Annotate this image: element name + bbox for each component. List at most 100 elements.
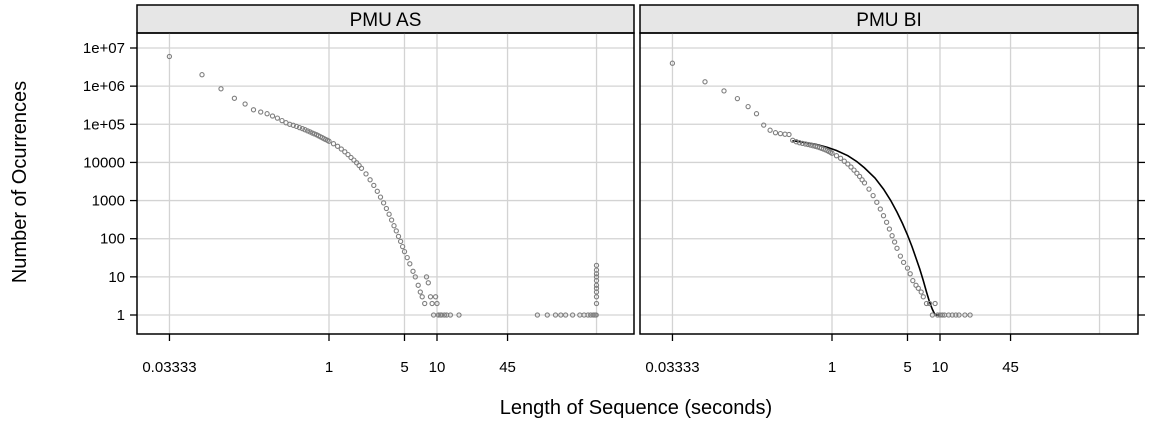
panel-frame — [136, 32, 635, 335]
data-point — [417, 289, 423, 295]
data-point — [861, 180, 868, 186]
data-point — [669, 60, 676, 66]
data-point — [348, 154, 354, 161]
data-point — [438, 312, 445, 318]
plot-area — [640, 33, 1138, 334]
data-point — [432, 294, 439, 300]
data-point — [777, 130, 784, 137]
data-point — [422, 300, 428, 307]
data-point — [593, 285, 600, 291]
data-point — [799, 140, 806, 147]
x-tick-label: 10 — [932, 359, 949, 376]
data-point — [166, 53, 173, 60]
data-point — [363, 171, 369, 177]
data-point — [949, 312, 955, 318]
data-point — [367, 177, 373, 183]
data-point — [371, 182, 377, 189]
data-point — [274, 115, 281, 121]
data-point — [456, 312, 462, 318]
data-point — [342, 149, 348, 155]
data-point — [894, 245, 900, 251]
data-point — [269, 113, 276, 119]
data-point — [856, 173, 863, 180]
data-point — [593, 312, 599, 318]
data-point — [562, 312, 569, 318]
data-point — [407, 261, 413, 267]
data-point — [419, 294, 425, 300]
panel-2: PMU BI 0.03333 1 5 10 45 — [639, 4, 1145, 376]
data-point — [435, 312, 442, 318]
data-point — [920, 294, 926, 300]
data-point — [534, 312, 541, 318]
data-point — [837, 155, 844, 161]
data-point — [870, 192, 876, 199]
data-point — [772, 130, 779, 136]
data-point — [833, 153, 840, 159]
strip — [136, 4, 635, 34]
data-point — [427, 294, 434, 300]
data-point — [338, 146, 344, 152]
data-point — [918, 289, 924, 295]
x-tick-label: 5 — [903, 359, 911, 376]
data-point — [593, 294, 600, 300]
data-point — [721, 88, 727, 94]
x-tick-label: 10 — [429, 359, 446, 376]
data-point — [279, 117, 285, 124]
data-point — [854, 170, 860, 176]
data-point — [702, 79, 708, 85]
strip-label: PMU AS — [350, 10, 422, 31]
y-tick-label: 1e+05 — [83, 116, 125, 133]
data-point — [956, 312, 962, 318]
data-point — [383, 205, 390, 212]
data-point — [761, 122, 767, 128]
data-point — [926, 300, 933, 307]
data-point — [447, 312, 454, 318]
data-point — [953, 312, 959, 318]
data-point — [897, 253, 904, 259]
data-point — [915, 285, 921, 291]
y-tick-label: 100 — [100, 231, 125, 248]
data-point — [552, 312, 559, 318]
data-point — [358, 165, 365, 171]
data-point — [388, 217, 395, 223]
data-point — [877, 206, 883, 212]
data-point — [767, 127, 773, 133]
data-point — [345, 151, 351, 158]
x-tick-label: 0.03333 — [645, 359, 699, 376]
data-point — [231, 95, 238, 101]
y-tick-label: 1000 — [92, 193, 125, 210]
data-point — [330, 141, 337, 147]
data-point — [380, 200, 387, 206]
data-point — [932, 300, 938, 307]
data-point — [415, 282, 421, 288]
data-point — [874, 199, 880, 205]
data-point — [242, 101, 248, 107]
data-point — [585, 312, 591, 318]
data-point — [377, 194, 384, 200]
data-point — [290, 122, 296, 128]
data-point — [410, 268, 416, 274]
data-point — [558, 312, 564, 318]
data-point — [923, 300, 930, 307]
data-point — [745, 103, 751, 110]
data-point — [425, 280, 431, 286]
data-point — [401, 248, 408, 255]
data-point — [351, 157, 357, 163]
data-point — [910, 277, 916, 284]
data-point — [441, 312, 448, 318]
y-tick-label: 10000 — [83, 154, 125, 171]
data-point — [386, 211, 392, 217]
data-point — [544, 312, 550, 318]
x-axis-title: Length of Sequence (seconds) — [500, 397, 772, 419]
data-point — [395, 233, 402, 240]
data-point — [866, 186, 872, 192]
data-point — [299, 125, 306, 132]
data-point — [802, 141, 809, 147]
x-tick-label: 45 — [499, 359, 516, 376]
strip-label: PMU BI — [856, 10, 921, 31]
data-point — [264, 111, 270, 117]
data-point — [753, 111, 760, 117]
data-point — [904, 265, 911, 271]
data-point — [397, 238, 404, 245]
